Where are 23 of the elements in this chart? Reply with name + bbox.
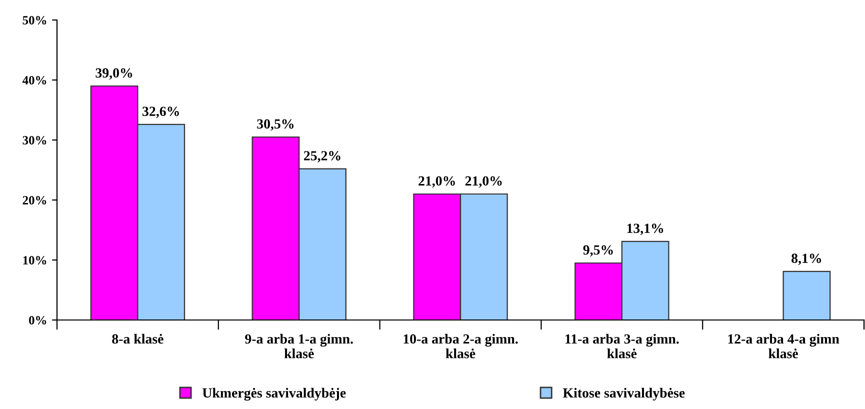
data-label: 21,0% <box>465 176 502 188</box>
legend-label: Kitose savivaldybėse <box>562 388 685 401</box>
data-label: 32,6% <box>142 106 179 118</box>
x-tick-label: 9-a arba 1-a gimn. klasė <box>245 334 353 358</box>
y-tick-label: 10% <box>23 256 46 264</box>
data-label: 21,0% <box>418 176 455 188</box>
y-tick-label: 40% <box>22 76 46 84</box>
data-label: 30,5% <box>257 119 294 131</box>
x-tick-label: 12-a arba 4-a gimn klasė <box>728 334 840 358</box>
x-tick-label: 10-a arba 2-a gimn. klasė <box>404 334 518 358</box>
bar <box>782 270 831 320</box>
x-tick-label: 8-a klasė <box>112 334 164 344</box>
y-tick-label: 0% <box>29 316 46 324</box>
y-tick-label: 50% <box>22 16 46 24</box>
data-label: 8,1% <box>792 254 822 266</box>
data-label: 25,2% <box>304 151 340 162</box>
legend-label: Ukmergės savivaldybėje <box>202 388 346 401</box>
data-label: 9,5% <box>583 245 613 257</box>
y-tick-label: 20% <box>22 196 46 204</box>
x-tick-label: 11-a arba 3-a gimn. klasė <box>566 334 679 358</box>
data-label: 13,1% <box>627 224 664 236</box>
data-label: 39,0% <box>96 68 132 80</box>
y-tick-label: 30% <box>22 136 46 144</box>
